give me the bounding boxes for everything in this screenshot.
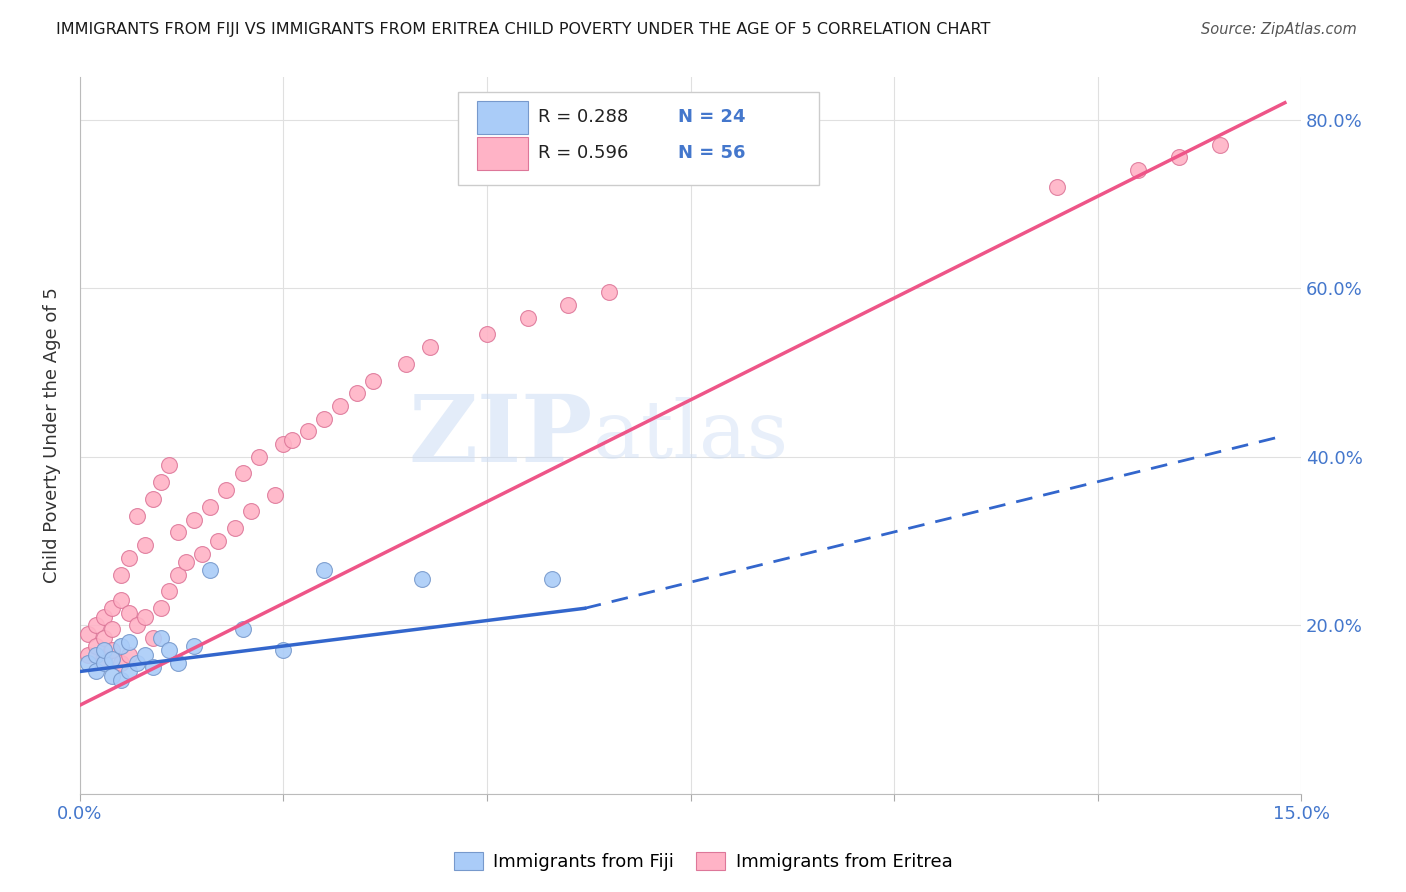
- Point: [159, 643, 181, 657]
- Point: [93, 652, 115, 666]
- Point: [183, 513, 205, 527]
- Point: [142, 631, 165, 645]
- Point: [101, 652, 124, 666]
- Point: [475, 327, 498, 342]
- Point: [110, 639, 132, 653]
- Point: [118, 648, 141, 662]
- Point: [118, 606, 141, 620]
- Point: [329, 399, 352, 413]
- Point: [239, 504, 262, 518]
- Point: [264, 487, 287, 501]
- Point: [394, 357, 416, 371]
- Point: [101, 669, 124, 683]
- Text: atlas: atlas: [593, 397, 787, 475]
- Point: [1168, 151, 1191, 165]
- Point: [280, 433, 302, 447]
- Point: [174, 555, 197, 569]
- Point: [125, 618, 148, 632]
- Point: [207, 533, 229, 548]
- Text: Source: ZipAtlas.com: Source: ZipAtlas.com: [1201, 22, 1357, 37]
- Point: [361, 374, 384, 388]
- Point: [541, 572, 564, 586]
- Point: [118, 665, 141, 679]
- Point: [142, 491, 165, 506]
- Y-axis label: Child Poverty Under the Age of 5: Child Poverty Under the Age of 5: [44, 287, 60, 583]
- Point: [93, 609, 115, 624]
- Point: [125, 656, 148, 670]
- Point: [314, 563, 336, 577]
- Point: [101, 623, 124, 637]
- Point: [297, 425, 319, 439]
- Text: R = 0.288: R = 0.288: [538, 108, 628, 126]
- Point: [1209, 137, 1232, 152]
- Point: [150, 475, 173, 489]
- Point: [411, 572, 433, 586]
- Point: [77, 656, 100, 670]
- Point: [142, 660, 165, 674]
- Point: [110, 592, 132, 607]
- Point: [134, 609, 156, 624]
- Point: [84, 618, 107, 632]
- Point: [159, 584, 181, 599]
- Point: [224, 521, 246, 535]
- Point: [1128, 163, 1150, 178]
- Point: [232, 467, 254, 481]
- Point: [247, 450, 270, 464]
- Point: [557, 298, 579, 312]
- Legend: Immigrants from Fiji, Immigrants from Eritrea: Immigrants from Fiji, Immigrants from Er…: [447, 846, 959, 879]
- Text: IMMIGRANTS FROM FIJI VS IMMIGRANTS FROM ERITREA CHILD POVERTY UNDER THE AGE OF 5: IMMIGRANTS FROM FIJI VS IMMIGRANTS FROM …: [56, 22, 991, 37]
- Point: [84, 648, 107, 662]
- Point: [598, 285, 620, 300]
- Point: [134, 538, 156, 552]
- Point: [101, 643, 124, 657]
- Text: N = 56: N = 56: [678, 144, 745, 161]
- Point: [159, 458, 181, 472]
- Point: [150, 631, 173, 645]
- Point: [191, 547, 214, 561]
- Point: [273, 437, 295, 451]
- Point: [110, 567, 132, 582]
- Point: [125, 508, 148, 523]
- Point: [84, 639, 107, 653]
- Point: [516, 310, 538, 325]
- Point: [198, 500, 221, 515]
- Point: [93, 643, 115, 657]
- Point: [1046, 180, 1069, 194]
- Point: [118, 550, 141, 565]
- Point: [314, 411, 336, 425]
- Point: [101, 601, 124, 615]
- Point: [419, 340, 441, 354]
- Point: [166, 656, 188, 670]
- Point: [183, 639, 205, 653]
- Point: [84, 665, 107, 679]
- Point: [150, 601, 173, 615]
- Point: [215, 483, 238, 498]
- FancyBboxPatch shape: [458, 92, 818, 185]
- FancyBboxPatch shape: [477, 136, 529, 169]
- Text: N = 24: N = 24: [678, 108, 745, 126]
- Text: R = 0.596: R = 0.596: [538, 144, 628, 161]
- Point: [110, 656, 132, 670]
- FancyBboxPatch shape: [477, 101, 529, 134]
- Point: [198, 563, 221, 577]
- Point: [118, 635, 141, 649]
- Point: [77, 626, 100, 640]
- Text: ZIP: ZIP: [409, 391, 593, 481]
- Point: [93, 656, 115, 670]
- Point: [77, 648, 100, 662]
- Point: [110, 673, 132, 687]
- Point: [273, 643, 295, 657]
- Point: [134, 648, 156, 662]
- Point: [166, 567, 188, 582]
- Point: [232, 623, 254, 637]
- Point: [93, 631, 115, 645]
- Point: [346, 386, 368, 401]
- Point: [166, 525, 188, 540]
